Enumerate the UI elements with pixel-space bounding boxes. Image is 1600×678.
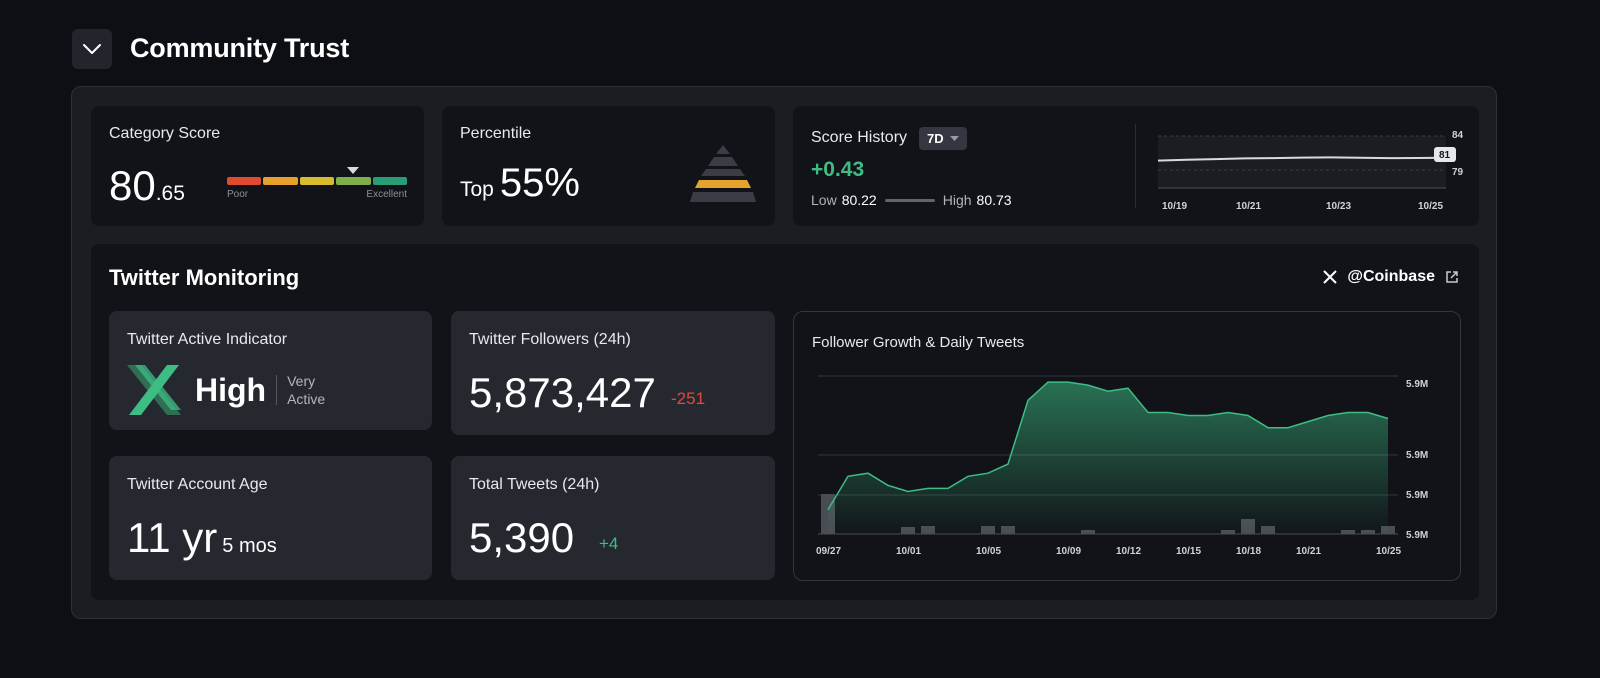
score-scale [227,177,408,185]
scale-segment [263,177,298,185]
percentile-label: Percentile [460,125,532,142]
pyramid-tier-2 [708,157,738,166]
active-indicator-label: Twitter Active Indicator [127,331,288,348]
x-tick: 10/25 [1376,546,1401,557]
divider [276,375,278,405]
y-tick: 5.9M [1406,379,1428,390]
twitter-monitoring-card: Twitter Monitoring @Coinbase Twitter Act… [91,244,1479,600]
followers-label: Twitter Followers (24h) [469,331,631,348]
current-score: 81 [1439,150,1451,161]
y-tick: 5.9M [1406,450,1428,461]
scale-segment [372,177,408,185]
pyramid-tier-5 [690,192,756,202]
x-tick: 09/27 [816,546,841,557]
follower-line [827,381,1389,511]
scale-segment [299,177,335,185]
x-tick: 10/19 [1162,201,1187,212]
category-score-card: Category Score 80.65 Poor Excellent [91,106,424,226]
high-label: High [942,192,972,208]
y-tick: 84 [1452,130,1464,141]
pyramid-tier-4 [695,180,751,188]
follower-area [828,382,1388,534]
scale-segment [336,177,371,185]
x-tick: 10/21 [1296,546,1321,557]
followers-card: Twitter Followers (24h) 5,873,427 -251 [451,311,775,435]
category-score-value: 80.65 [109,162,185,209]
x-tick: 10/25 [1418,201,1443,212]
y-tick: 5.9M [1406,530,1428,541]
divider [1135,124,1136,208]
total-tweets-card: Total Tweets (24h) 5,390 +4 [451,456,775,580]
active-description: Very Active [287,373,326,407]
pyramid-tier-1 [716,145,730,154]
chevron-down-icon [83,44,101,54]
caret-down-icon [949,136,959,141]
percentile-card: Percentile Top 55% [442,106,775,226]
follower-growth-chart: 5.9M 5.9M 5.9M 5.9M 09/27 10/01 10/05 10/09… [816,375,1428,557]
scale-low-label: Poor [227,189,249,200]
active-level: High [195,371,267,408]
category-score-label: Category Score [109,125,221,142]
x-tick: 10/12 [1116,546,1141,557]
pyramid-icon [690,145,756,202]
high-value: 80.73 [976,192,1012,208]
current-score-badge [1434,147,1456,162]
x-tick: 10/15 [1176,546,1201,557]
total-tweets-change: +4 [599,534,619,553]
account-age-value: 11 yr 5 mos [127,514,277,561]
x-logo-icon [1323,270,1338,284]
scale-high-label: Excellent [366,189,407,200]
score-range: Low 80.22 High 80.73 [811,192,1012,208]
y-tick: 5.9M [1406,490,1428,501]
range-track [884,198,935,202]
external-link-icon [1446,271,1458,283]
x-brand-icon [127,365,181,415]
followers-change: -251 [671,389,706,408]
chart-title: Follower Growth & Daily Tweets [812,334,1025,351]
scale-marker-icon [347,167,359,174]
x-tick: 10/18 [1236,546,1261,557]
x-tick: 10/21 [1236,201,1261,212]
account-age-card: Twitter Account Age 11 yr 5 mos [109,456,432,580]
community-trust-panel: Category Score 80.65 Poor Excellent Perc… [71,86,1497,619]
x-tick: 10/05 [976,546,1001,557]
x-tick: 10/01 [896,546,921,557]
pyramid-tier-3 [701,169,745,176]
score-history-sparkline: 84 81 79 10/19 10/21 10/23 10/25 [1157,130,1464,212]
percentile-value: Top 55% [460,161,580,205]
account-age-label: Twitter Account Age [127,476,268,493]
score-change: +0.43 [811,158,865,181]
period-select[interactable]: 7D [919,127,967,150]
twitter-handle-link[interactable]: @Coinbase [1323,268,1459,286]
active-indicator-card: Twitter Active Indicator High Very Active [109,311,432,430]
sparkline-line [1157,156,1447,162]
score-history-label: Score History [811,129,908,146]
twitter-monitoring-title: Twitter Monitoring [109,265,300,290]
scale-segment [227,177,262,185]
score-history-card: Score History 7D +0.43 Low 80.22 High 80.7… [793,106,1479,226]
collapse-toggle-button[interactable] [72,29,112,69]
active-indicator-value: High Very Active [127,365,325,415]
sparkline-band [1158,136,1446,188]
x-tick: 10/09 [1056,546,1081,557]
total-tweets-label: Total Tweets (24h) [469,476,600,493]
low-label: Low [811,192,837,208]
total-tweets-value: 5,390 [469,514,575,561]
twitter-handle: @Coinbase [1347,268,1435,285]
section-title: Community Trust [130,33,350,63]
x-tick: 10/23 [1326,201,1351,212]
follower-growth-chart-card: Follower Growth & Daily Tweets 5.9M 5.9M [793,311,1461,581]
low-value: 80.22 [841,192,877,208]
y-tick: 79 [1452,167,1464,178]
followers-value: 5,873,427 [469,369,656,416]
